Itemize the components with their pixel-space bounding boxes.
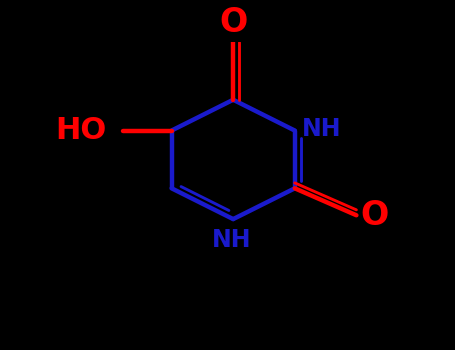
Text: HO: HO [55,116,106,145]
Text: NH: NH [212,228,251,252]
Text: O: O [360,199,389,232]
Text: O: O [219,6,248,39]
Text: NH: NH [302,117,341,141]
